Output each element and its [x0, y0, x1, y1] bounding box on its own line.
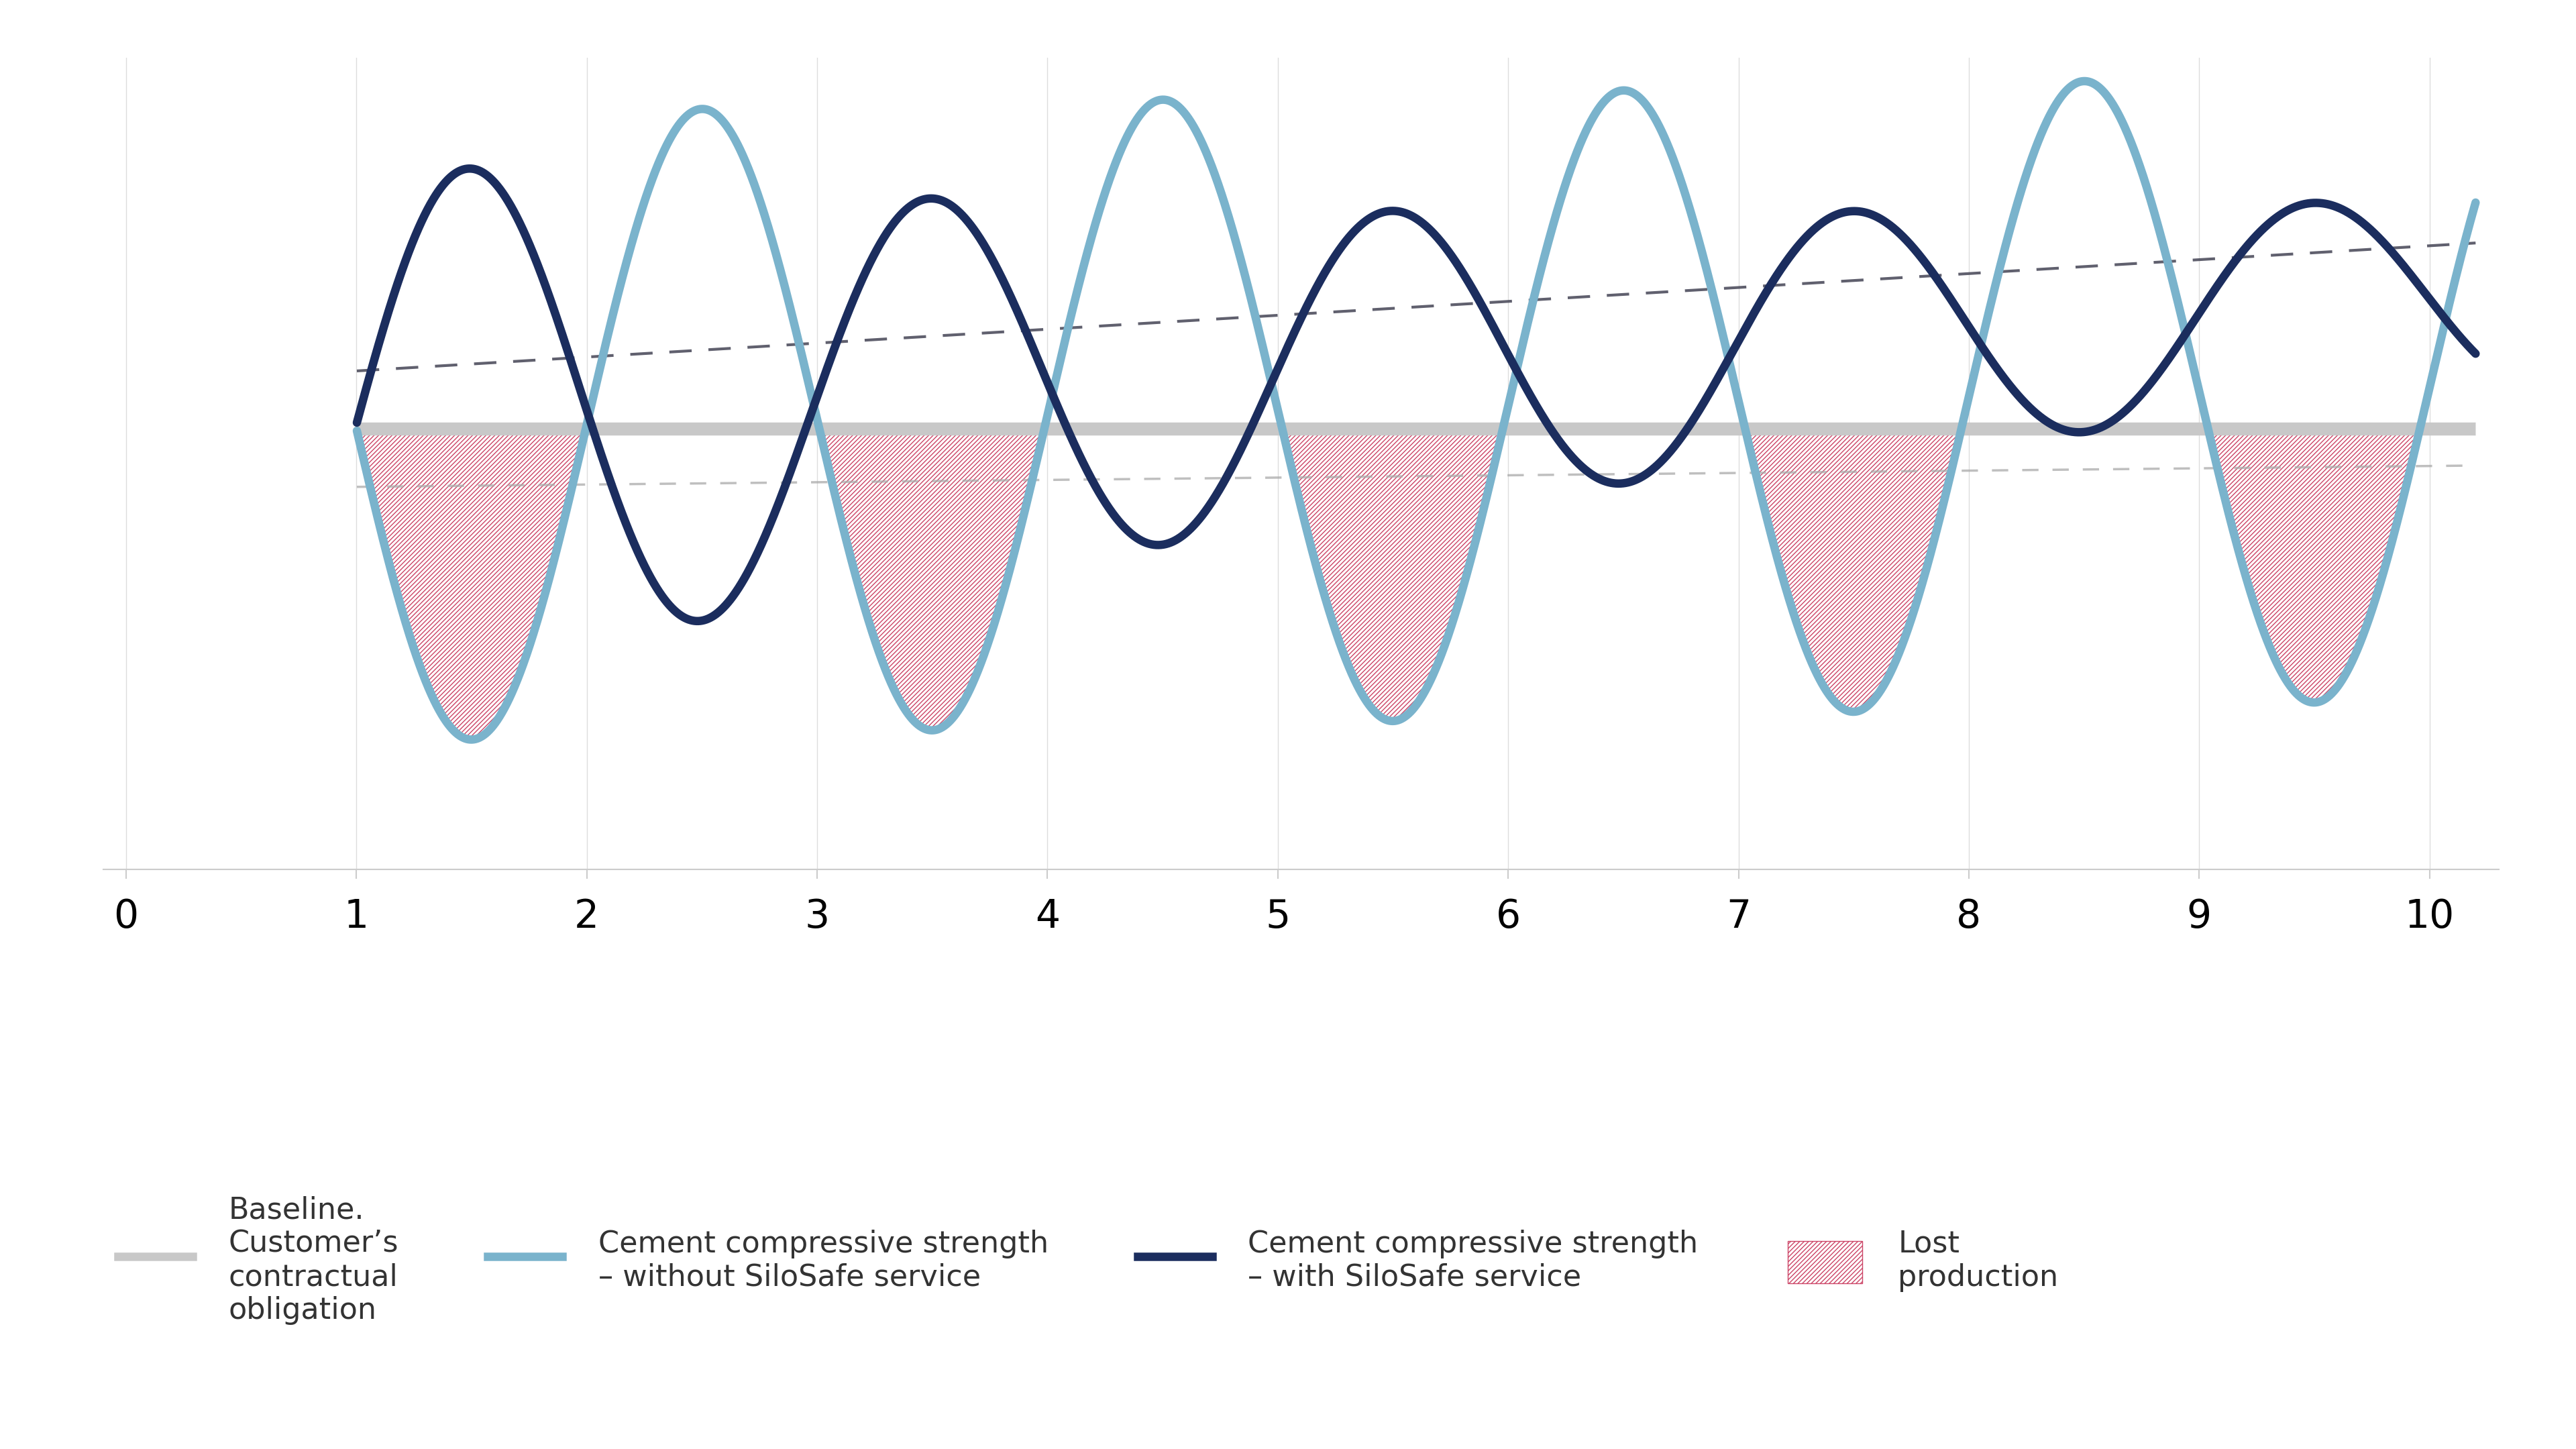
- Legend: Baseline.
Customer’s
contractual
obligation, Cement compressive strength
– witho: Baseline. Customer’s contractual obligat…: [118, 1195, 2058, 1326]
